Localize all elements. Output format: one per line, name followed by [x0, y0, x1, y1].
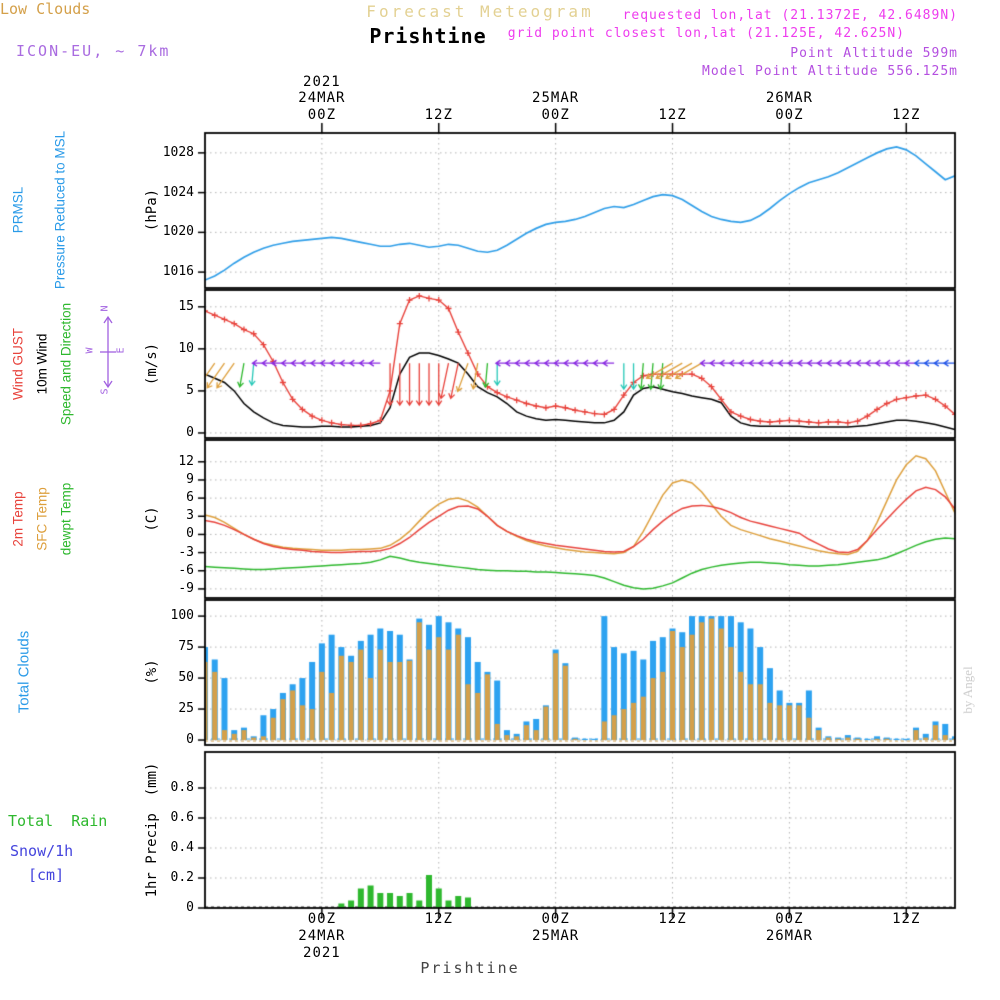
top-year-label: 2021 — [303, 74, 341, 90]
top-date-label: 25MAR — [532, 90, 580, 106]
y-tick-label: 0 — [186, 900, 194, 915]
bottom-time-label: 00Z — [307, 911, 337, 927]
compass-west-label: W — [84, 347, 96, 354]
model-label: ICON-EU, ~ 7km — [16, 42, 171, 60]
y-tick-label: 75 — [178, 639, 194, 655]
y-tick-label: 1020 — [162, 224, 194, 240]
compass-east-label: E — [115, 347, 127, 354]
temp-2m-label: 2m Temp — [10, 491, 26, 547]
bottom-time-label: 12Z — [658, 911, 687, 927]
bottom-time-label: 12Z — [892, 911, 921, 927]
pressure-series-label: PRMSL — [10, 186, 26, 234]
requested-coords: requested lon,lat (21.1372E, 42.6489N) — [622, 8, 958, 23]
y-tick-label: 0.6 — [170, 810, 194, 825]
temp-dewpt-label: dewpt Temp — [58, 482, 74, 556]
y-tick-label: -3 — [178, 544, 194, 560]
wind-compass-icon: N S W E — [84, 305, 132, 398]
wind-gust-label: Wind GUST — [10, 327, 26, 401]
top-time-label: 00Z — [775, 107, 804, 123]
point-altitude: Point Altitude 599m — [790, 46, 958, 61]
y-tick-label: 0.2 — [170, 870, 194, 885]
grid-point-coords: grid point closest lon,lat (21.125E, 42.… — [507, 26, 905, 41]
rain-label: Total Rain — [8, 812, 108, 830]
y-tick-label: 50 — [178, 670, 194, 686]
y-tick-label: 0.8 — [170, 780, 194, 795]
page-title: Forecast Meteogram — [366, 2, 594, 21]
y-tick-label: -6 — [178, 562, 194, 578]
y-tick-label: 5 — [186, 382, 194, 398]
top-time-label: 00Z — [541, 107, 570, 123]
station-title: Prishtine — [369, 24, 487, 48]
y-tick-label: 0.4 — [170, 840, 194, 855]
compass-south-label: S — [99, 388, 111, 395]
y-tick-label: 0 — [186, 424, 194, 440]
y-tick-label: 1016 — [162, 264, 194, 280]
temp-sfc-label: SFC Temp — [34, 487, 50, 551]
y-tick-label: 0 — [186, 526, 194, 542]
y-tick-label: 1024 — [162, 184, 194, 200]
cm-label: [cm] — [28, 866, 65, 884]
top-time-label: 12Z — [892, 107, 921, 123]
clouds-total-label: Total Clouds — [15, 630, 33, 714]
y-tick-label: 9 — [186, 471, 194, 487]
credit-watermark: by Angel — [960, 666, 975, 714]
bottom-year-label: 2021 — [303, 945, 341, 961]
y-tick-label: 12 — [178, 453, 194, 469]
bottom-date-label: 25MAR — [532, 928, 580, 944]
bottom-date-label: 24MAR — [298, 928, 346, 944]
wind-10m-label: 10m Wind — [34, 333, 50, 395]
y-tick-label: 0 — [186, 732, 194, 748]
top-date-label: 24MAR — [298, 90, 346, 106]
snow-label: Snow/1h — [10, 842, 74, 860]
compass-north-label: N — [99, 305, 111, 312]
y-tick-label: 10 — [178, 340, 194, 356]
pressure-long-label: Pressure Reduced to MSL — [52, 130, 68, 290]
wind-speed-dir-label: Speed and Direction — [58, 302, 74, 426]
y-tick-label: 3 — [186, 508, 194, 524]
top-time-label: 12Z — [424, 107, 453, 123]
y-tick-label: 1028 — [162, 144, 194, 160]
top-time-label: 00Z — [307, 107, 337, 123]
bottom-time-label: 00Z — [775, 911, 804, 927]
top-time-label: 12Z — [658, 107, 687, 123]
y-tick-label: -9 — [178, 580, 194, 596]
y-tick-label: 25 — [178, 701, 194, 717]
footer-station-label: Prishtine — [420, 959, 520, 977]
y-tick-label: 100 — [170, 608, 194, 624]
bottom-time-label: 12Z — [424, 911, 453, 927]
y-tick-label: 15 — [178, 298, 194, 314]
model-point-altitude: Model Point Altitude 556.125m — [702, 64, 958, 79]
top-date-label: 26MAR — [765, 90, 813, 106]
bottom-date-label: 26MAR — [765, 928, 813, 944]
bottom-time-label: 00Z — [541, 911, 570, 927]
y-tick-label: 6 — [186, 490, 194, 506]
